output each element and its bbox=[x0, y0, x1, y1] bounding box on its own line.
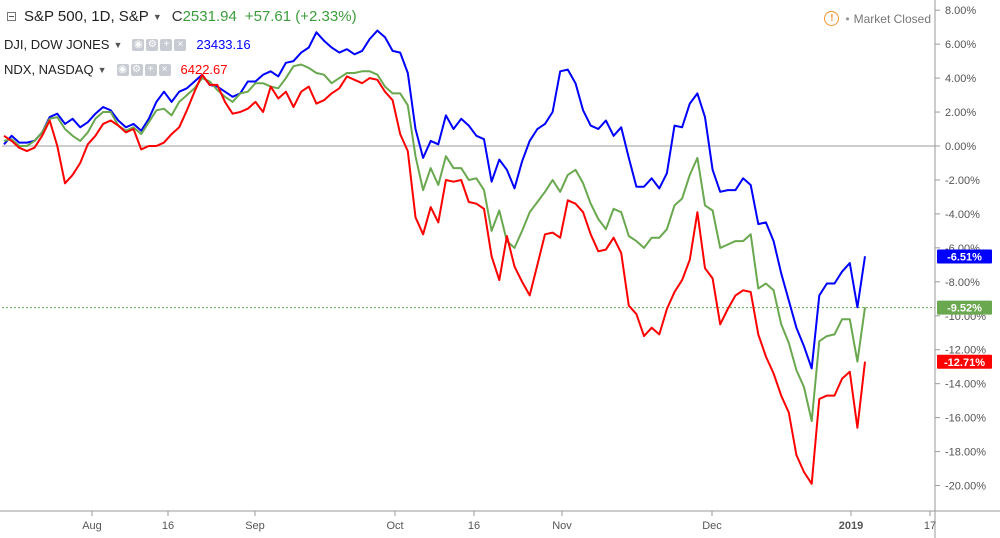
y-tick-label: -12.00% bbox=[945, 345, 986, 357]
eye-icon[interactable]: ◉ bbox=[132, 38, 145, 51]
series-line bbox=[3, 29, 866, 370]
series-line bbox=[3, 73, 866, 485]
y-tick-label: -18.00% bbox=[945, 447, 986, 459]
y-tick-label: 6.00% bbox=[945, 39, 976, 51]
dji-legend: DJI, DOW JONES ▼ ◉ ⚙ + × 23433.16 bbox=[4, 37, 251, 52]
x-tick-label: 17 bbox=[924, 520, 936, 532]
dji-value: 23433.16 bbox=[196, 37, 251, 52]
warning-icon[interactable]: ! bbox=[824, 11, 840, 26]
chart-series-layer bbox=[3, 29, 866, 485]
plus-icon[interactable]: + bbox=[160, 38, 173, 51]
eye-icon[interactable]: ◉ bbox=[116, 63, 129, 76]
x-tick-label: Sep bbox=[245, 520, 265, 532]
y-tick-label: -14.00% bbox=[945, 379, 986, 391]
price-change: +57.61 (+2.33%) bbox=[244, 8, 357, 25]
series-end-label: -9.52% bbox=[937, 300, 992, 315]
y-tick-label: 8.00% bbox=[945, 5, 976, 17]
status-dot: • bbox=[845, 11, 850, 26]
y-tick-label: 0.00% bbox=[945, 141, 976, 153]
x-tick-label: Dec bbox=[702, 520, 722, 532]
dji-title[interactable]: DJI, DOW JONES bbox=[4, 37, 110, 52]
ndx-legend: NDX, NASDAQ ▼ ◉ ⚙ + × 6422.67 bbox=[4, 62, 228, 77]
x-tick-label: Oct bbox=[386, 520, 403, 532]
close-icon[interactable]: × bbox=[158, 63, 171, 76]
svg-text:-9.52%: -9.52% bbox=[947, 303, 982, 315]
ndx-value: 6422.67 bbox=[180, 62, 228, 77]
plus-icon[interactable]: + bbox=[144, 63, 157, 76]
series-line bbox=[3, 63, 866, 422]
svg-text:-12.71%: -12.71% bbox=[944, 357, 985, 369]
x-tick-label: 16 bbox=[468, 520, 480, 532]
gear-icon[interactable]: ⚙ bbox=[130, 63, 143, 76]
main-legend: S&P 500, 1D, S&P ▼ C 2531.94 +57.61 (+2.… bbox=[4, 8, 357, 25]
gear-icon[interactable]: ⚙ bbox=[146, 38, 159, 51]
market-status-text: Market Closed bbox=[853, 11, 931, 26]
close-icon[interactable]: × bbox=[174, 38, 187, 51]
x-tick-label: 16 bbox=[162, 520, 174, 532]
chevron-down-icon[interactable]: ▼ bbox=[152, 11, 162, 22]
x-tick-label: Aug bbox=[82, 520, 102, 532]
chevron-down-icon[interactable]: ▼ bbox=[97, 64, 107, 75]
chevron-down-icon[interactable]: ▼ bbox=[113, 39, 123, 50]
y-tick-label: -8.00% bbox=[945, 277, 980, 289]
main-symbol-title[interactable]: S&P 500, 1D, S&P bbox=[24, 8, 149, 25]
y-tick-label: -2.00% bbox=[945, 175, 980, 187]
y-tick-label: -4.00% bbox=[945, 209, 980, 221]
close-price-prefix: C bbox=[171, 8, 183, 25]
y-tick-label: 4.00% bbox=[945, 73, 976, 85]
collapse-icon[interactable] bbox=[7, 12, 16, 21]
x-tick-label: Nov bbox=[552, 520, 572, 532]
market-status: ! • Market Closed bbox=[824, 11, 931, 26]
chart-grid bbox=[2, 145, 935, 309]
y-tick-label: 2.00% bbox=[945, 107, 976, 119]
close-price: 2531.94 bbox=[182, 8, 237, 25]
ndx-title[interactable]: NDX, NASDAQ bbox=[4, 62, 94, 77]
series-end-label: -6.51% bbox=[937, 249, 992, 264]
chart-end-labels: -6.51% -9.52% -12.71% bbox=[937, 249, 992, 369]
svg-text:-6.51%: -6.51% bbox=[947, 252, 982, 264]
x-tick-label: 2019 bbox=[839, 520, 863, 532]
y-tick-label: -20.00% bbox=[945, 481, 986, 493]
y-tick-label: -16.00% bbox=[945, 413, 986, 425]
series-end-label: -12.71% bbox=[937, 354, 992, 369]
